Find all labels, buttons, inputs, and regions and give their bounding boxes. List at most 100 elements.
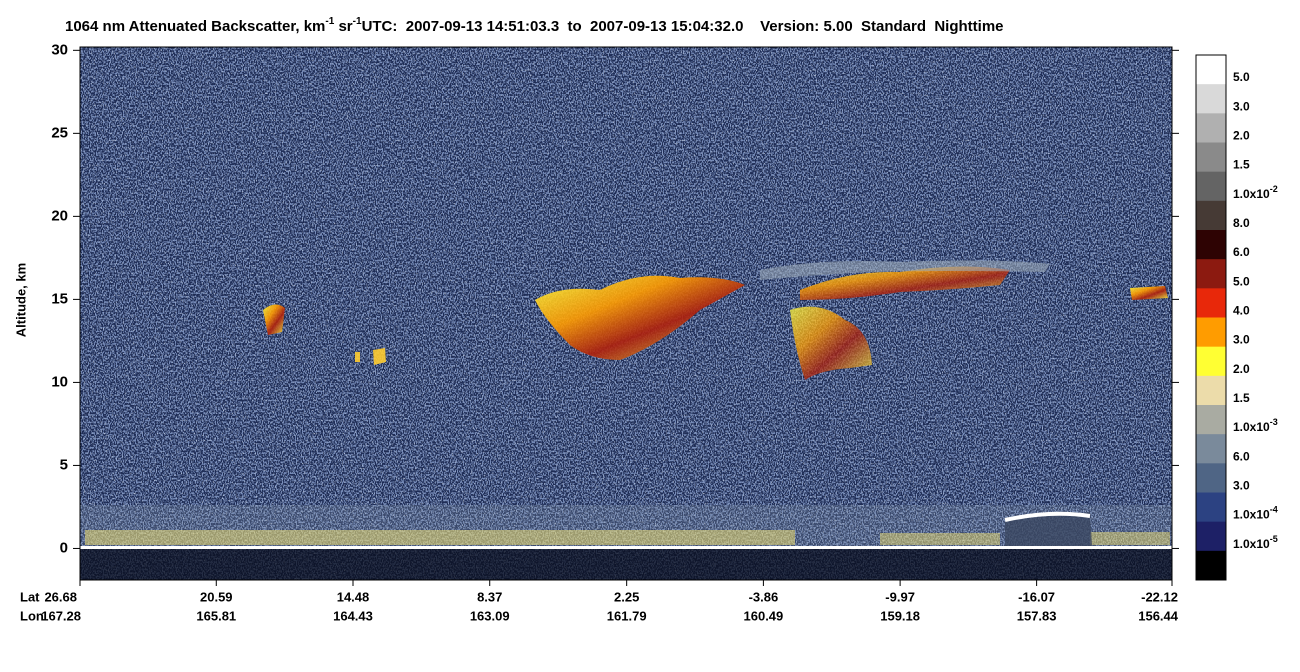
lon-tick-label: 156.44 [1138,608,1179,623]
lat-label: Lat [20,589,40,604]
lon-tick-label: 159.18 [880,608,920,623]
colorbar-label-exp: -5 [1270,534,1278,544]
colorbar-label-exp: -2 [1270,184,1278,194]
lon-tick-label: 160.49 [744,608,784,623]
y-tick-label: 20 [51,207,68,224]
title-exp: -1 [325,16,334,27]
surface [80,546,1172,549]
x-tick-label: 26.68 [44,589,77,604]
colorbar-segment [1196,84,1226,114]
colorbar-label-text: 1.0x10 [1233,537,1270,551]
colorbar-segment [1196,346,1226,377]
colorbar-label-text: 5.0 [1233,70,1250,84]
colorbar-segment [1196,142,1226,173]
colorbar-segment [1196,55,1226,85]
y-tick-label: 10 [51,373,68,390]
colorbar-label: 8.0 [1233,216,1250,230]
colorbar-frame [1195,54,1227,581]
lon-tick-label: 163.09 [470,608,510,623]
colorbar-label-text: 3.0 [1233,333,1250,347]
surface-aerosol [1090,532,1170,545]
colorbar-segment [1196,171,1226,202]
surface-aerosol [85,530,795,545]
lon-tick-label: 165.81 [196,608,236,623]
lon-tick-label: 167.28 [41,608,81,623]
x-tick-label: 2.25 [614,589,639,604]
y-tick-label: 15 [51,290,68,307]
colorbar-label: 1.0x10-4 [1233,505,1278,522]
plot-frame [79,46,1173,581]
cloud [760,260,1050,280]
colorbar-segment [1196,375,1226,406]
colorbar-segment [1196,550,1226,581]
lon-tick-label: 157.83 [1017,608,1057,623]
y-tick-label: 25 [51,124,68,141]
y-tick-label: 30 [51,41,68,58]
cloud [800,266,1010,300]
colorbar-label: 1.0x10-5 [1233,534,1278,551]
colorbar-label: 3.0 [1233,333,1250,347]
lon-tick-label: 164.43 [333,608,373,623]
x-tick-label: -16.07 [1018,589,1055,604]
colorbar-label-text: 1.0x10 [1233,187,1270,201]
colorbar-label: 1.5 [1233,158,1250,172]
colorbar-label: 1.0x10-2 [1233,184,1278,201]
chart-title: 1064 nm Attenuated Backscatter, km-1 sr-… [65,16,1004,35]
colorbar-label-text: 2.0 [1233,362,1250,376]
colorbar-label-text: 2.0 [1233,129,1250,143]
colorbar-label-text: 6.0 [1233,450,1250,464]
y-tick-label: 0 [60,539,68,556]
colorbar-label-text: 8.0 [1233,216,1250,230]
x-tick-label: -3.86 [749,589,779,604]
colorbar-label: 5.0 [1233,275,1250,289]
plot-image [80,47,1172,580]
title-info: UTC: 2007-09-13 14:51:03.3 to 2007-09-13… [362,18,1004,35]
cloud [535,275,745,360]
colorbar-label: 1.5 [1233,391,1250,405]
colorbar-label: 1.0x10-3 [1233,418,1278,435]
colorbar-label-text: 1.0x10 [1233,508,1270,522]
title-text: sr [334,18,353,35]
lon-tick-label: 161.79 [607,608,647,623]
y-tick-label: 5 [60,456,68,473]
lon-label: Lon [20,608,44,623]
colorbar-label-exp: -3 [1270,418,1278,428]
surface-aerosol [880,533,1000,545]
colorbar-label: 2.0 [1233,129,1250,143]
colorbar-label-text: 3.0 [1233,479,1250,493]
colorbar-label-text: 1.5 [1233,158,1250,172]
y-axis-label: Altitude, km [13,263,28,337]
colorbar-label: 3.0 [1233,100,1250,114]
colorbar-segment [1196,434,1226,464]
colorbar-label: 5.0 [1233,70,1250,84]
colorbar-segment [1196,317,1226,348]
colorbar-segment [1196,492,1226,523]
x-tick-label: 14.48 [337,589,370,604]
x-tick-label: 8.37 [477,589,502,604]
colorbar-label: 2.0 [1233,362,1250,376]
cloud [1130,286,1168,300]
colorbar-label: 6.0 [1233,450,1250,464]
cloud [1005,512,1092,546]
x-tick-label: -9.97 [885,589,915,604]
colorbar-label: 4.0 [1233,304,1250,318]
colorbar-label: 6.0 [1233,245,1250,259]
cloud [790,306,872,380]
colorbar-segment [1196,521,1226,552]
x-tick-label: -22.12 [1141,589,1178,604]
subsurface [80,549,1172,580]
x-tick-label: 20.59 [200,589,233,604]
colorbar-segment [1196,230,1226,260]
colorbar-label-exp: -4 [1270,505,1278,515]
cloud [263,304,285,335]
title-text: 1064 nm Attenuated Backscatter, km [65,18,325,35]
colorbar-label-text: 5.0 [1233,275,1250,289]
colorbar-label-text: 1.0x10 [1233,420,1270,434]
colorbar-segment [1196,405,1226,435]
colorbar-label-text: 3.0 [1233,100,1250,114]
colorbar-label-text: 1.5 [1233,391,1250,405]
colorbar-label-text: 6.0 [1233,245,1250,259]
colorbar-label-text: 4.0 [1233,304,1250,318]
